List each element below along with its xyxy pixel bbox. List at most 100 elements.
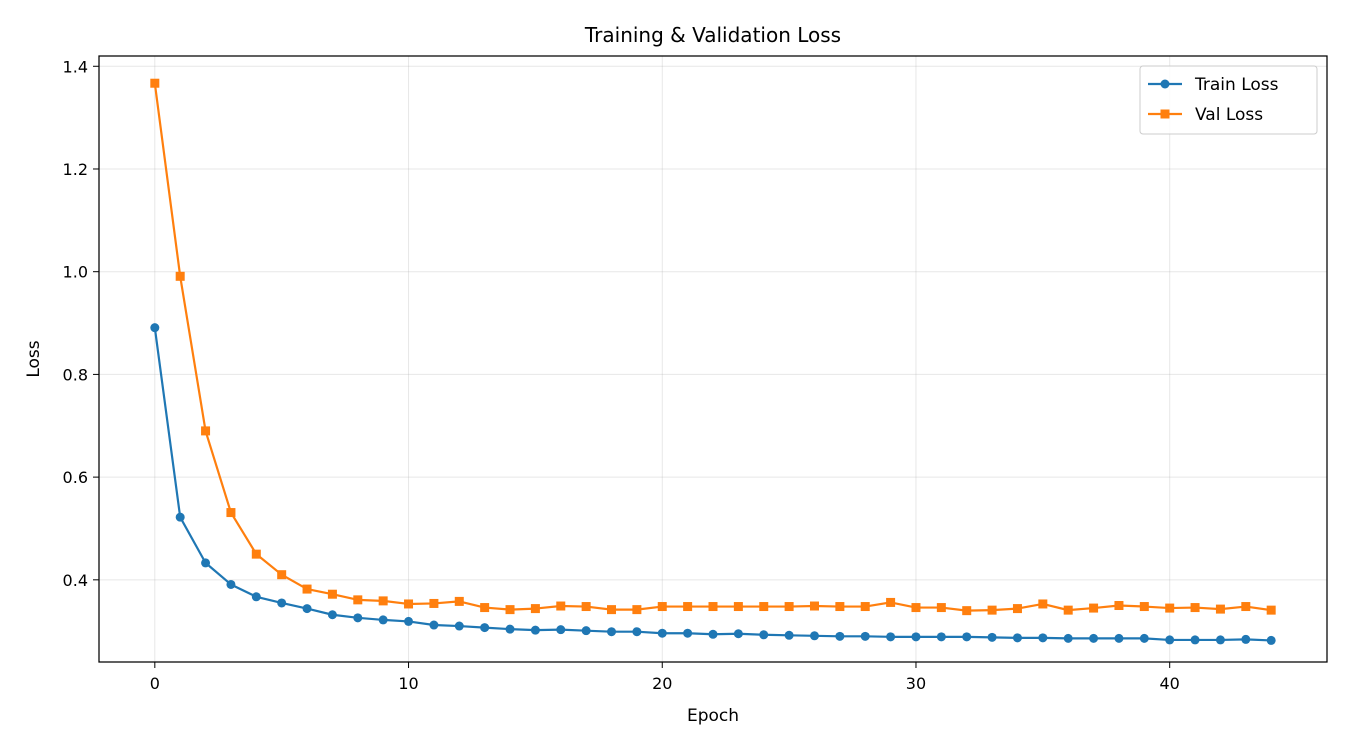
data-point — [404, 599, 414, 609]
series-0 — [150, 323, 1276, 645]
data-point — [556, 601, 566, 611]
data-point — [759, 630, 769, 640]
data-point — [1190, 603, 1200, 613]
data-point — [480, 623, 490, 633]
data-point — [277, 598, 287, 608]
data-point — [404, 616, 414, 626]
data-point — [733, 629, 743, 639]
data-point — [505, 605, 515, 615]
data-point — [1063, 633, 1073, 643]
data-point — [1241, 634, 1251, 644]
data-point — [378, 596, 388, 606]
data-point — [733, 602, 743, 612]
x-axis-title: Epoch — [687, 706, 739, 726]
data-point — [378, 615, 388, 625]
data-point — [302, 584, 312, 594]
chart-title: Training & Validation Loss — [584, 23, 841, 47]
data-point — [1114, 601, 1124, 611]
y-tick-label: 0.4 — [63, 571, 88, 590]
data-point — [708, 602, 718, 612]
plot-frame — [98, 55, 1328, 663]
data-point — [1063, 605, 1073, 615]
data-point — [505, 624, 515, 634]
data-point — [683, 602, 693, 612]
legend-label: Val Loss — [1195, 105, 1263, 125]
x-tick-label: 40 — [1160, 674, 1180, 693]
data-point — [987, 632, 997, 642]
x-axis: 0 10 20 30 40 — [150, 662, 1180, 693]
data-point — [251, 549, 261, 559]
data-point — [1114, 633, 1124, 643]
data-point — [1165, 635, 1175, 645]
data-point — [1190, 635, 1200, 645]
data-point — [962, 606, 972, 616]
data-point — [936, 603, 946, 613]
data-point — [150, 78, 160, 88]
data-point — [683, 628, 693, 638]
data-point — [1215, 604, 1225, 614]
data-point — [1139, 633, 1149, 643]
data-point — [886, 632, 896, 642]
data-point — [1012, 633, 1022, 643]
data-point — [226, 508, 236, 518]
y-tick-label: 1.4 — [63, 57, 88, 76]
data-point — [175, 512, 185, 522]
data-point — [454, 596, 464, 606]
series-layer — [150, 78, 1276, 645]
data-point — [175, 271, 185, 281]
data-point — [1139, 602, 1149, 612]
data-point — [1266, 635, 1276, 645]
x-tick-label: 30 — [906, 674, 926, 693]
data-point — [1215, 635, 1225, 645]
data-point — [201, 558, 211, 568]
y-axis: 0.4 0.6 0.8 1.0 1.2 1.4 — [63, 57, 99, 590]
data-point — [353, 613, 363, 623]
x-tick-label: 20 — [652, 674, 672, 693]
data-point — [1165, 603, 1175, 613]
data-point — [607, 627, 617, 637]
data-point — [759, 602, 769, 612]
data-point — [1012, 604, 1022, 614]
data-point — [835, 631, 845, 641]
legend-marker — [1160, 79, 1170, 89]
data-point — [632, 605, 642, 615]
data-point — [226, 579, 236, 589]
data-point — [277, 570, 287, 580]
series-1 — [150, 78, 1276, 616]
data-point — [251, 592, 261, 602]
data-point — [302, 604, 312, 614]
data-point — [201, 426, 211, 436]
x-tick-label: 0 — [150, 674, 160, 693]
legend-marker — [1160, 109, 1170, 119]
data-point — [530, 625, 540, 635]
x-tick-label: 10 — [398, 674, 418, 693]
y-tick-label: 1.0 — [63, 263, 88, 282]
data-point — [607, 605, 617, 615]
data-point — [835, 602, 845, 612]
data-point — [784, 630, 794, 640]
legend: Train Loss Val Loss — [1139, 65, 1318, 135]
data-point — [327, 589, 337, 599]
data-point — [1089, 603, 1099, 613]
data-point — [1038, 599, 1048, 609]
series-line — [153, 83, 1272, 612]
data-point — [429, 598, 439, 608]
data-point — [632, 627, 642, 637]
data-point — [530, 604, 540, 614]
y-axis-title: Loss — [24, 340, 44, 377]
data-point — [886, 597, 896, 607]
data-point — [987, 605, 997, 615]
data-point — [556, 625, 566, 635]
data-point — [1038, 633, 1048, 643]
data-point — [581, 626, 591, 636]
legend-label: Train Loss — [1194, 75, 1279, 95]
legend-box — [1139, 65, 1318, 135]
data-point — [327, 610, 337, 620]
data-point — [150, 323, 160, 333]
data-point — [657, 628, 667, 638]
grid-lines — [99, 56, 1327, 662]
data-point — [1089, 633, 1099, 643]
data-point — [911, 603, 921, 613]
data-point — [708, 629, 718, 639]
